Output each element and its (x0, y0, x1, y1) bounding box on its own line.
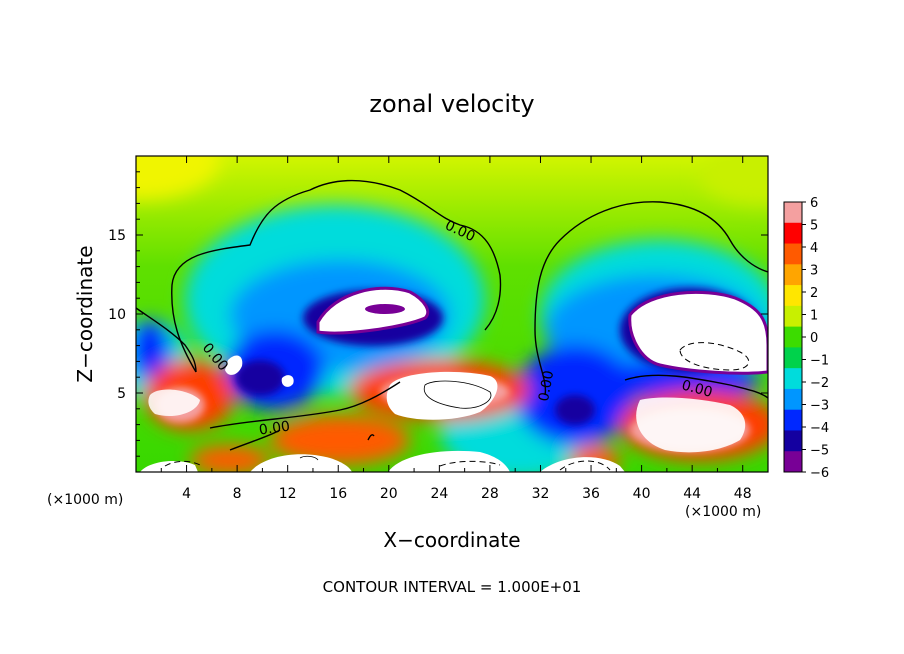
thin-contours (299, 380, 492, 461)
contour-interval-note: CONTOUR INTERVAL = 1.000E+01 (323, 578, 582, 596)
x-tick-label: 24 (430, 486, 448, 502)
x-tick-label: 16 (329, 486, 347, 502)
colorbar-swatch (784, 368, 802, 390)
colorbar-tick-label: −4 (810, 421, 829, 436)
colorbar-swatch (784, 326, 802, 348)
colorbar-swatch (784, 409, 802, 431)
colorbar-swatch (784, 430, 802, 452)
contour-label: 0.00 (680, 377, 714, 401)
colorbar-tick-label: 6 (810, 196, 818, 211)
colorbar-tick-label: 2 (810, 286, 818, 301)
colorbar-tick-label: 5 (810, 219, 818, 234)
colorbar-tick-label: 4 (810, 241, 818, 256)
colorbar-tick-label: 0 (810, 331, 818, 346)
colorbar-tick-label: −5 (810, 444, 829, 459)
x-axis-ticks: 4 8 12 16 20 24 28 32 36 40 44 48 (160, 156, 752, 502)
colorbar: 6 5 4 3 2 1 0 −1 −2 −3 −4 −5 −6 (783, 196, 829, 481)
colorbar-swatch (784, 388, 802, 411)
colorbar-tick-label: −6 (810, 466, 829, 481)
x-tick-label: 44 (683, 486, 701, 502)
y-tick-label: 15 (108, 228, 126, 244)
colorbar-tick-label: −2 (810, 376, 829, 391)
x-tick-label: 20 (380, 486, 398, 502)
colorbar-swatch (784, 451, 802, 473)
dashed-contours (164, 342, 750, 471)
colorbar-swatch (784, 347, 802, 369)
colorbar-tick-label: 3 (810, 264, 818, 279)
contour-label: 0.00 (258, 418, 291, 438)
x-tick-label: 12 (279, 486, 297, 502)
x-tick-label: 36 (582, 486, 600, 502)
x-tick-label: 8 (233, 486, 242, 502)
colorbar-swatch (784, 264, 802, 286)
x-tick-label: 48 (734, 486, 752, 502)
colorbar-swatch (784, 222, 802, 245)
colorbar-swatch (784, 202, 802, 224)
contour-lines (136, 179, 768, 451)
colorbar-tick-label: 1 (810, 309, 818, 324)
colorbar-swatch (784, 305, 802, 328)
x-tick-label: 32 (532, 486, 550, 502)
x-unit-left: (×1000 m) (47, 492, 123, 508)
colorbar-tick-label: −1 (810, 354, 829, 369)
x-unit-right: (×1000 m) (685, 504, 761, 520)
x-tick-label: 4 (182, 486, 191, 502)
y-axis-ticks: 5 10 15 (108, 171, 768, 457)
contour-label: 0.00 (536, 369, 557, 402)
colorbar-tick-label: −3 (810, 399, 829, 414)
x-tick-label: 40 (633, 486, 651, 502)
chart-title: zonal velocity (369, 90, 534, 118)
colorbar-swatch (784, 243, 802, 265)
x-tick-label: 28 (481, 486, 499, 502)
x-axis-label: X−coordinate (383, 528, 520, 552)
colorbar-swatch (784, 285, 802, 307)
y-tick-label: 5 (117, 386, 126, 402)
y-axis-label: Z−coordinate (73, 245, 97, 382)
y-tick-label: 10 (108, 307, 126, 323)
velocity-field: 0.000.000.00 0.000.00 (136, 156, 768, 472)
